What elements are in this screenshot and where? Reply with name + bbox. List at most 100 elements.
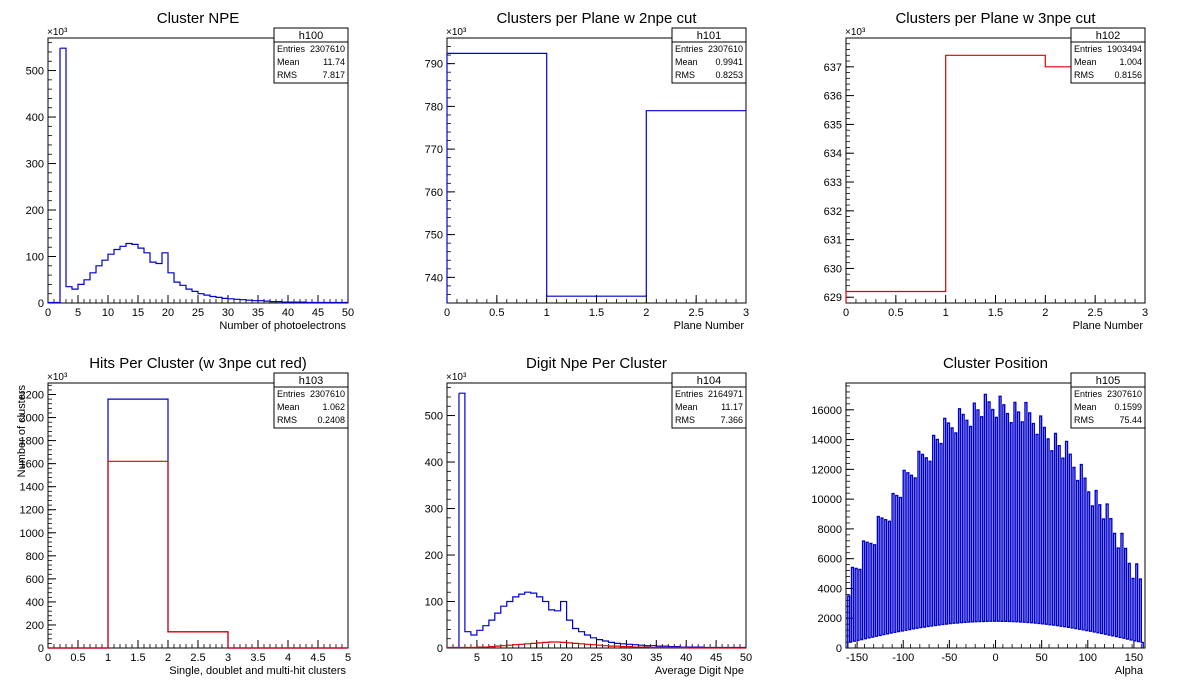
x-tick-label: 0.5 bbox=[70, 652, 85, 664]
x-tick-label: 3 bbox=[225, 652, 231, 664]
stats-key: RMS bbox=[1074, 70, 1094, 80]
y-tick-label: 631 bbox=[824, 235, 842, 247]
exponent-label: ×10³ bbox=[47, 27, 68, 38]
histogram-series-1 bbox=[48, 398, 348, 649]
x-tick-label: 4.5 bbox=[310, 652, 325, 664]
x-tick-label: -150 bbox=[846, 652, 868, 664]
x-axis-label: Single, doublet and multi-hit clusters bbox=[169, 665, 346, 677]
y-tick-label: 400 bbox=[425, 457, 443, 469]
stats-key: RMS bbox=[675, 415, 695, 425]
y-tick-label: 10000 bbox=[811, 494, 842, 506]
y-tick-label: 400 bbox=[26, 597, 44, 609]
x-tick-label: 25 bbox=[590, 652, 602, 664]
stats-key: RMS bbox=[675, 70, 695, 80]
x-tick-label: 0 bbox=[843, 307, 849, 319]
stats-key: RMS bbox=[277, 415, 297, 425]
stats-box bbox=[671, 372, 747, 429]
x-tick-label: 0 bbox=[45, 652, 51, 664]
stats-value: 11.17 bbox=[721, 402, 743, 412]
stats-value: 7.817 bbox=[322, 70, 345, 80]
stats-key: Entries bbox=[675, 44, 704, 54]
x-tick-label: 50 bbox=[1036, 652, 1048, 664]
y-tick-label: 400 bbox=[26, 112, 44, 124]
histogram-series-2 bbox=[48, 460, 348, 649]
chart-title: Cluster Position bbox=[943, 355, 1048, 372]
x-tick-label: 0.5 bbox=[888, 307, 903, 319]
y-tick-label: 1800 bbox=[20, 436, 44, 448]
x-tick-label: 50 bbox=[740, 652, 752, 664]
stats-key: RMS bbox=[1074, 415, 1094, 425]
stats-box bbox=[273, 372, 349, 429]
stats-key: RMS bbox=[277, 70, 297, 80]
y-tick-label: 4000 bbox=[818, 583, 842, 595]
x-tick-label: 30 bbox=[620, 652, 632, 664]
y-tick-label: 500 bbox=[26, 66, 44, 78]
y-tick-label: 0 bbox=[836, 643, 842, 655]
y-tick-label: 740 bbox=[425, 272, 443, 284]
stats-value: 11.74 bbox=[323, 57, 345, 67]
x-tick-label: 40 bbox=[282, 307, 294, 319]
stats-value: 0.2408 bbox=[317, 415, 345, 425]
stats-value: 0.8156 bbox=[1114, 70, 1142, 80]
x-tick-label: 20 bbox=[560, 652, 572, 664]
x-tick-label: 2.5 bbox=[689, 307, 704, 319]
x-tick-label: 35 bbox=[252, 307, 264, 319]
x-axis-label: Number of photoelectrons bbox=[219, 320, 346, 332]
stats-value: 75.44 bbox=[1119, 415, 1142, 425]
chart-title: Digit Npe Per Cluster bbox=[526, 355, 667, 372]
stats-name: h103 bbox=[299, 375, 323, 387]
x-tick-label: 4 bbox=[285, 652, 291, 664]
x-tick-label: 2.5 bbox=[190, 652, 205, 664]
stats-value: 2307610 bbox=[310, 389, 345, 399]
histogram-series-1 bbox=[847, 393, 1144, 648]
y-tick-label: 800 bbox=[26, 551, 44, 563]
y-tick-label: 500 bbox=[425, 411, 443, 423]
histogram-series-1 bbox=[60, 47, 348, 304]
y-tick-label: 635 bbox=[824, 119, 842, 131]
y-tick-label: 0 bbox=[437, 643, 443, 655]
exponent-label: ×10³ bbox=[446, 27, 467, 38]
y-tick-label: 200 bbox=[26, 205, 44, 217]
y-tick-label: 2000 bbox=[20, 413, 44, 425]
y-tick-label: 0 bbox=[38, 643, 44, 655]
stats-name: h105 bbox=[1096, 375, 1120, 387]
stats-value: 2307610 bbox=[1107, 389, 1142, 399]
y-tick-label: 100 bbox=[425, 597, 443, 609]
y-axis-label: Number of clusters bbox=[16, 385, 28, 478]
y-tick-label: 200 bbox=[425, 550, 443, 562]
chart-title: Clusters per Plane w 3npe cut bbox=[895, 10, 1096, 27]
stats-key: Mean bbox=[1074, 57, 1097, 67]
y-tick-label: 637 bbox=[824, 62, 842, 74]
histogram-series-1 bbox=[447, 52, 746, 297]
stats-box bbox=[273, 27, 349, 84]
stats-value: 0.8253 bbox=[715, 70, 743, 80]
x-tick-label: 2 bbox=[165, 652, 171, 664]
exponent-label: ×10³ bbox=[446, 372, 467, 383]
panel-6: Cluster Position -150 -100 -50 0 50 100 150 0 200… bbox=[811, 355, 1146, 677]
stats-name: h100 bbox=[299, 30, 323, 42]
x-tick-label: 0.5 bbox=[489, 307, 504, 319]
y-tick-label: 1400 bbox=[20, 482, 44, 494]
stats-key: Entries bbox=[1074, 389, 1103, 399]
stats-name: h101 bbox=[697, 30, 721, 42]
y-tick-label: 200 bbox=[26, 620, 44, 632]
y-tick-label: 636 bbox=[824, 91, 842, 103]
exponent-label: ×10³ bbox=[47, 372, 68, 383]
y-tick-label: 760 bbox=[425, 187, 443, 199]
panel-4: Hits Per Cluster (w 3npe cut red) ×10³ 0 0.… bbox=[16, 355, 351, 677]
x-tick-label: 1 bbox=[544, 307, 550, 319]
x-axis-label: Average Digit Npe bbox=[655, 665, 744, 677]
y-tick-label: 100 bbox=[26, 252, 44, 264]
chart-title: Hits Per Cluster (w 3npe cut red) bbox=[89, 355, 307, 372]
stats-key: Mean bbox=[277, 57, 300, 67]
x-tick-label: 1 bbox=[943, 307, 949, 319]
x-axis-label: Plane Number bbox=[1073, 320, 1144, 332]
y-tick-label: 300 bbox=[425, 504, 443, 516]
y-tick-label: 780 bbox=[425, 101, 443, 113]
x-tick-label: 1 bbox=[105, 652, 111, 664]
x-tick-label: 0 bbox=[992, 652, 998, 664]
x-tick-label: 45 bbox=[710, 652, 722, 664]
stats-value: 1903494 bbox=[1107, 44, 1142, 54]
